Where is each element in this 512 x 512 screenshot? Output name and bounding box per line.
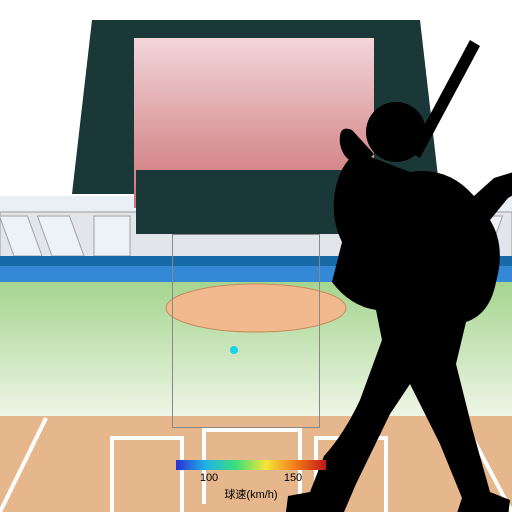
speed-legend: 100 150 球速(km/h): [176, 460, 326, 500]
batter-silhouette: [0, 0, 512, 512]
legend-tick: 100: [200, 472, 218, 484]
legend-axis-label: 球速(km/h): [224, 486, 277, 502]
baseball-pitch-chart: 100 150 球速(km/h): [0, 0, 512, 512]
legend-gradient-bar: [176, 460, 326, 470]
legend-tick: 150: [284, 472, 302, 484]
